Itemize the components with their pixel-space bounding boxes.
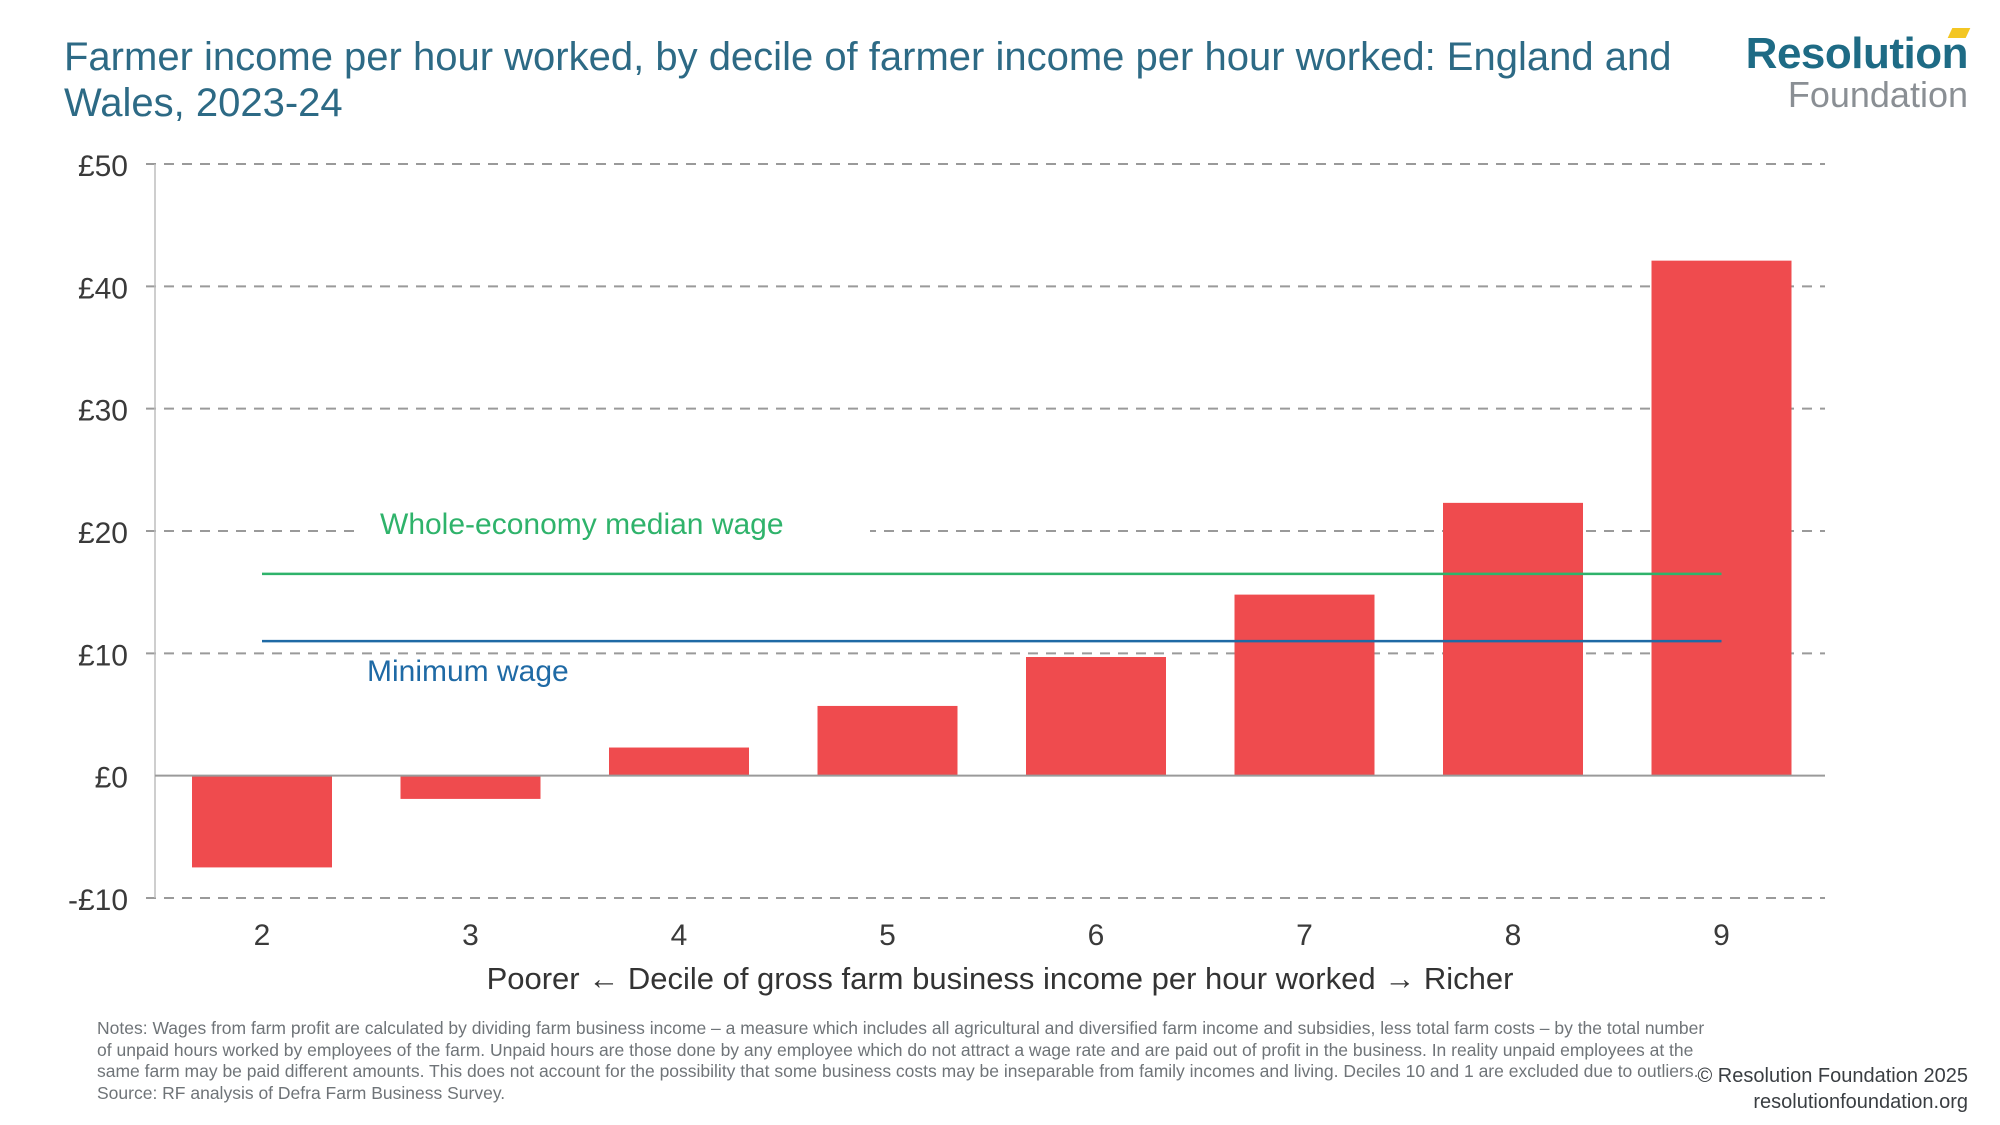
x-axis-title: Poorer ← Decile of gross farm business i… <box>487 961 1514 996</box>
notes-text: Notes: Wages from farm profit are calcul… <box>97 1018 1705 1081</box>
logo-line1: Resolution <box>1745 29 1969 78</box>
x-tick-label: 7 <box>1296 919 1313 952</box>
logo-wordmark-top: Resolution <box>1745 28 1971 78</box>
bar <box>609 747 749 776</box>
chart-title: Farmer income per hour worked, by decile… <box>64 35 1672 125</box>
source-text: Source: RF analysis of Defra Farm Busine… <box>97 1082 506 1103</box>
y-tick-label: -£10 <box>68 884 128 917</box>
y-tick-label: £20 <box>78 517 128 550</box>
y-tick-label: £30 <box>78 395 128 428</box>
y-tick-label: £50 <box>78 150 128 183</box>
bar <box>1026 657 1166 776</box>
y-tick-label: £10 <box>78 639 128 672</box>
bar <box>1651 260 1792 776</box>
x-tick-label: 5 <box>879 919 896 952</box>
bar <box>1234 594 1375 776</box>
minimum-wage-label: Minimum wage <box>367 655 569 688</box>
logo-line2: Foundation <box>1787 74 1968 115</box>
median-wage-label: Whole-economy median wage <box>380 508 784 541</box>
x-tick-label: 6 <box>1088 919 1105 952</box>
bar <box>1443 502 1583 776</box>
bar <box>192 775 332 868</box>
y-tick-label: £40 <box>78 272 128 305</box>
copyright-text: © Resolution Foundation 2025 <box>1697 1065 1968 1087</box>
label-background <box>360 505 870 544</box>
bar <box>400 775 541 799</box>
bar-chart: -£10 £0 £10 £20 £30 £40 £50 2 3 4 5 6 7 8 9 Poorer ← De… <box>68 150 1825 996</box>
x-tick-label: 2 <box>254 919 271 952</box>
credit-block: © Resolution Foundation 2025 resolutionf… <box>1698 1063 1968 1115</box>
website-text: resolutionfoundation.org <box>1753 1091 1968 1113</box>
bar <box>817 705 958 776</box>
x-tick-label: 3 <box>462 919 479 952</box>
y-tick-label: £0 <box>95 762 128 795</box>
x-tick-label: 4 <box>671 919 688 952</box>
x-tick-label: 8 <box>1505 919 1522 952</box>
chart-notes: Notes: Wages from farm profit are calcul… <box>97 1018 1717 1104</box>
x-tick-label: 9 <box>1713 919 1730 952</box>
resolution-foundation-logo: Resolution Foundation <box>1745 28 1971 115</box>
